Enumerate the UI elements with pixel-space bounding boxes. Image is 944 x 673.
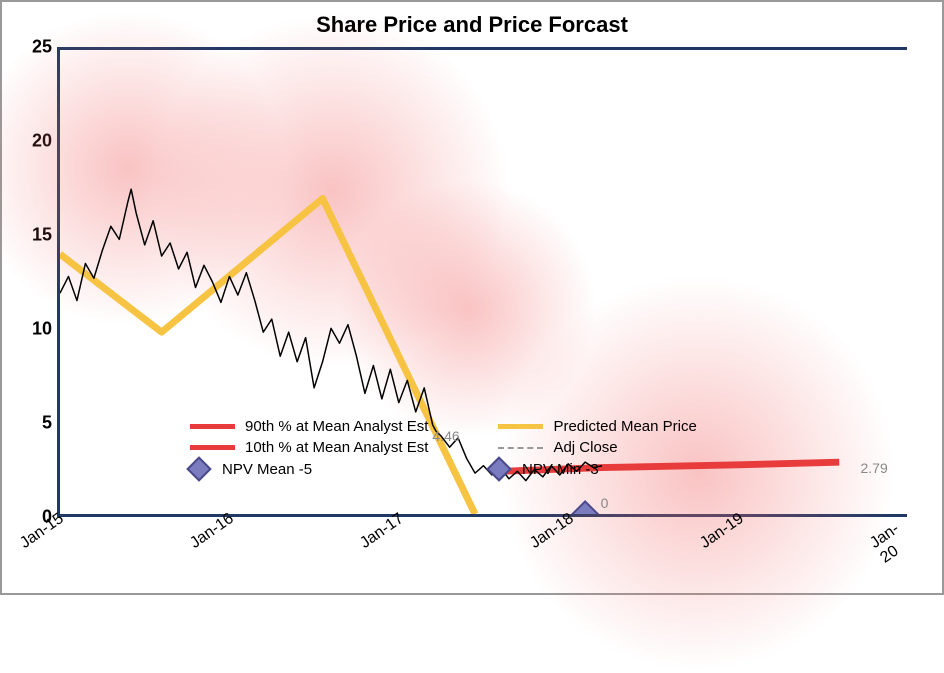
legend-swatch-90th <box>190 424 235 429</box>
chart-container: Share Price and Price Forcast 0 5 10 15 20 25… <box>0 0 944 595</box>
data-label: 0 <box>601 495 609 511</box>
legend-swatch-10th <box>190 445 235 450</box>
y-tick-label: 5 <box>42 413 52 434</box>
legend-item-adjclose: Adj Close <box>498 439 617 456</box>
legend-label-predicted: Predicted Mean Price <box>553 418 696 435</box>
x-tick-label: Jan-20 <box>867 515 920 567</box>
y-tick-label: 25 <box>32 37 52 58</box>
y-tick-label: 15 <box>32 225 52 246</box>
marker-npv-mean <box>572 501 597 514</box>
legend-item-npv-mean: NPV Mean -5 <box>190 460 312 478</box>
legend-item-npv-min: NPV Min -3 <box>490 460 599 478</box>
y-axis: 0510152025 <box>12 47 52 517</box>
data-label: 2.79 <box>861 460 888 476</box>
legend-item-90th: 90th % at Mean Analyst Est <box>190 418 428 435</box>
legend-swatch-adjclose <box>498 447 543 449</box>
plot-area: 90th % at Mean Analyst Est Predicted Mea… <box>57 47 907 517</box>
data-label: 4.46 <box>432 428 459 444</box>
legend-label-adjclose: Adj Close <box>553 439 617 456</box>
legend-label-npv-min: NPV Min -3 <box>522 461 599 478</box>
legend-label-npv-mean: NPV Mean -5 <box>222 461 312 478</box>
legend-label-10th: 10th % at Mean Analyst Est <box>245 439 428 456</box>
y-tick-label: 10 <box>32 319 52 340</box>
legend-swatch-predicted <box>498 424 543 429</box>
y-tick-label: 20 <box>32 131 52 152</box>
legend-marker-npv-mean <box>186 456 211 481</box>
chart-title: Share Price and Price Forcast <box>2 2 942 38</box>
legend-row-1: 90th % at Mean Analyst Est Predicted Mea… <box>190 418 890 435</box>
x-axis: Jan-15Jan-16Jan-17Jan-18Jan-19Jan-20 <box>57 523 907 583</box>
legend: 90th % at Mean Analyst Est Predicted Mea… <box>190 418 890 482</box>
legend-row-3: NPV Mean -5 NPV Min -3 <box>190 460 890 478</box>
legend-item-predicted: Predicted Mean Price <box>498 418 696 435</box>
legend-label-90th: 90th % at Mean Analyst Est <box>245 418 428 435</box>
legend-item-10th: 10th % at Mean Analyst Est <box>190 439 428 456</box>
legend-marker-npv-min <box>486 456 511 481</box>
legend-row-2: 10th % at Mean Analyst Est Adj Close <box>190 439 890 456</box>
